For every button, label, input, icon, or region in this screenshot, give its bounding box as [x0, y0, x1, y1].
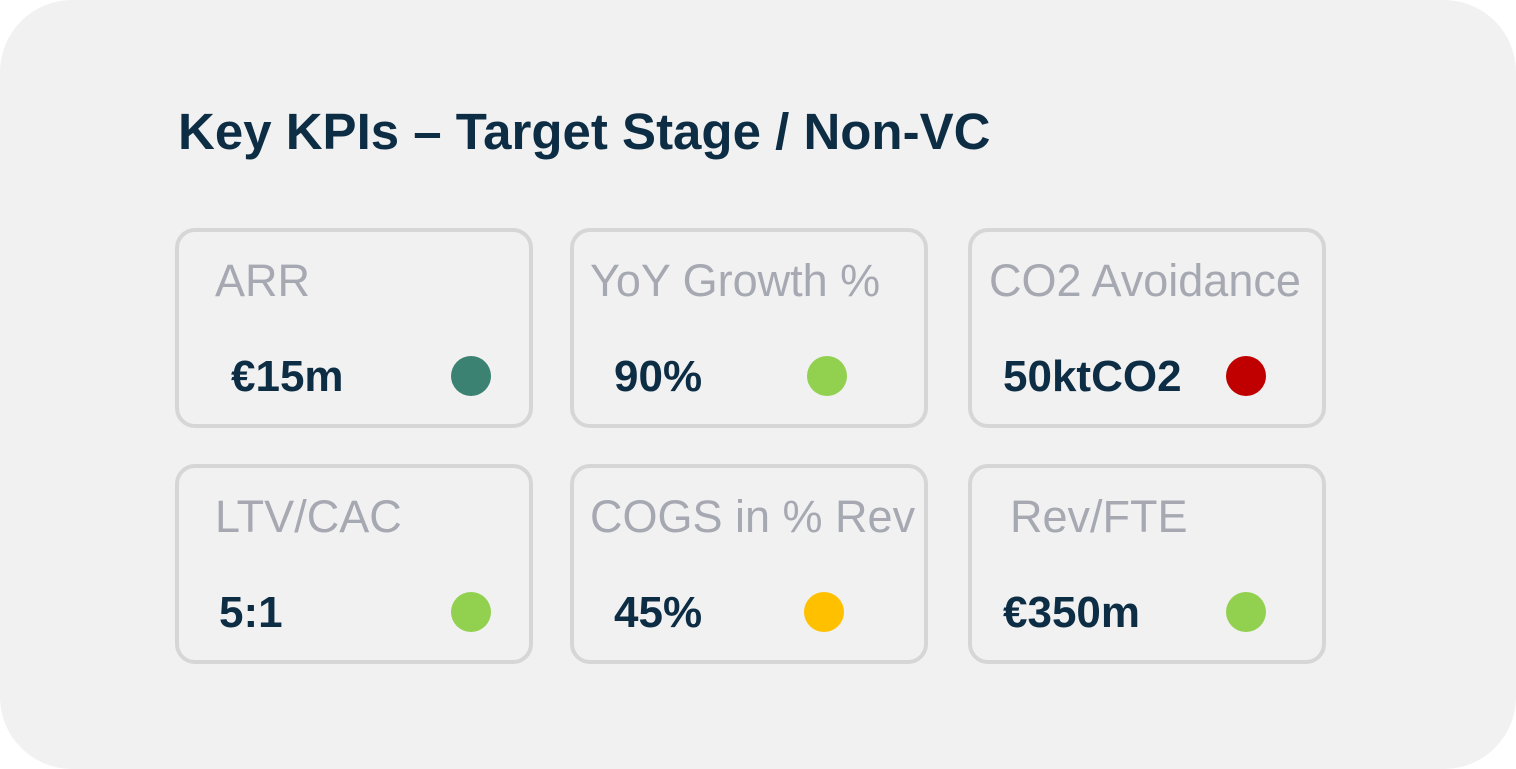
kpi-card-ltv-cac: LTV/CAC 5:1: [175, 464, 533, 664]
kpi-label: Rev/FTE: [1010, 491, 1188, 542]
status-dot-icon: [804, 592, 844, 632]
kpi-value: 45%: [614, 588, 703, 637]
status-dot-icon: [807, 356, 847, 396]
status-dot-icon: [1226, 592, 1266, 632]
kpi-label: CO2 Avoidance: [989, 255, 1301, 306]
kpi-card-rev-fte: Rev/FTE €350m: [968, 464, 1326, 664]
kpi-label: COGS in % Rev: [590, 491, 916, 542]
panel-title: Key KPIs – Target Stage / Non-VC: [178, 103, 991, 160]
kpi-label: YoY Growth %: [590, 255, 881, 306]
kpi-value: €350m: [1003, 588, 1141, 637]
kpi-label: LTV/CAC: [215, 491, 402, 542]
kpi-label: ARR: [215, 255, 311, 306]
kpi-value: 90%: [614, 352, 703, 401]
kpi-value: 50ktCO2: [1003, 352, 1182, 401]
kpi-card-cogs: COGS in % Rev 45%: [570, 464, 928, 664]
status-dot-icon: [451, 592, 491, 632]
kpi-card-arr: ARR €15m: [175, 228, 533, 428]
kpi-value: 5:1: [219, 588, 283, 637]
kpi-card-co2-avoidance: CO2 Avoidance 50ktCO2: [968, 228, 1326, 428]
kpi-card-yoy-growth: YoY Growth % 90%: [570, 228, 928, 428]
status-dot-icon: [1226, 356, 1266, 396]
status-dot-icon: [451, 356, 491, 396]
kpi-value: €15m: [231, 352, 344, 401]
